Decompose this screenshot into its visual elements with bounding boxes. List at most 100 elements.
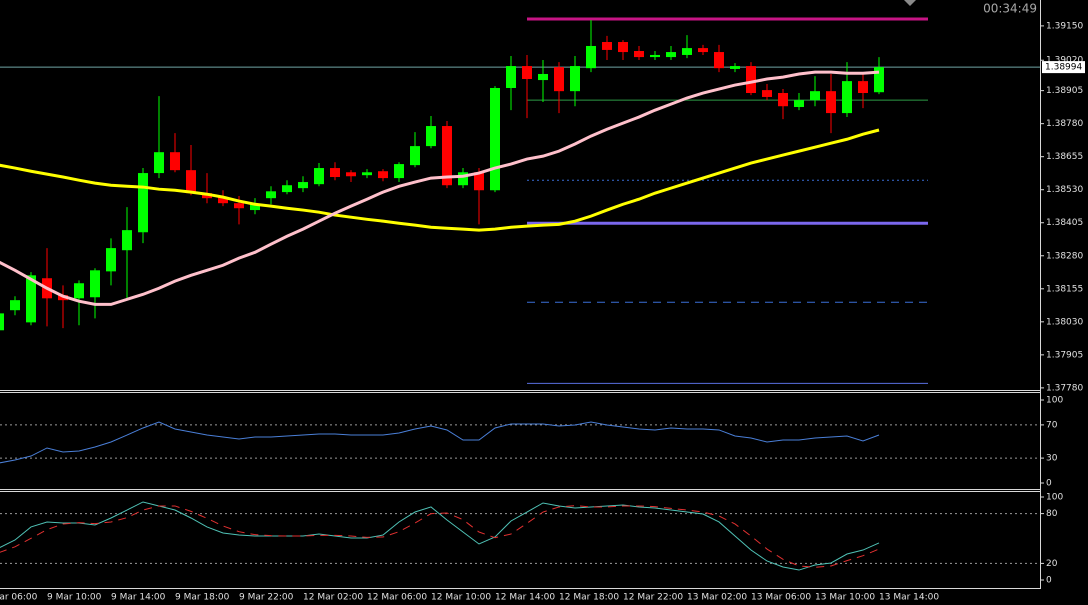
candle-body bbox=[874, 67, 884, 93]
candle-body bbox=[730, 66, 740, 69]
candle-body bbox=[218, 197, 228, 204]
candle-body bbox=[26, 275, 36, 323]
candle-body bbox=[490, 87, 500, 191]
candle-body bbox=[762, 90, 772, 97]
candle-body bbox=[186, 170, 196, 194]
candle-body bbox=[250, 204, 260, 211]
x-tick-label: 12 Mar 18:00 bbox=[559, 593, 619, 603]
candle-body bbox=[170, 152, 180, 171]
candle-body bbox=[282, 185, 292, 193]
candle-body bbox=[138, 173, 148, 233]
candle-body bbox=[330, 168, 340, 178]
bid-label-box bbox=[1042, 61, 1085, 74]
candle-body bbox=[714, 52, 724, 69]
candle-body bbox=[842, 81, 852, 114]
y-tick-label: 1.38655 bbox=[1046, 152, 1083, 162]
y-tick-label: 1.39150 bbox=[1046, 21, 1083, 31]
candle-body bbox=[602, 42, 612, 50]
x-tick-label: 9 Mar 18:00 bbox=[175, 593, 230, 603]
candle-body bbox=[634, 50, 644, 58]
candle-body bbox=[586, 45, 596, 69]
y-tick-label: 0 bbox=[1046, 479, 1052, 489]
candle-body bbox=[778, 93, 788, 107]
y-tick-label: 1.37905 bbox=[1046, 350, 1083, 360]
bid-label: 1.38994 bbox=[1045, 63, 1082, 73]
candle-body bbox=[394, 164, 404, 179]
candle-body bbox=[650, 54, 660, 58]
x-tick-label: 9 Mar 10:00 bbox=[47, 593, 102, 603]
x-tick-label: 12 Mar 22:00 bbox=[623, 593, 683, 603]
candle-body bbox=[234, 203, 244, 209]
x-tick-label: 9 Mar 22:00 bbox=[239, 593, 294, 603]
candle-body bbox=[858, 81, 868, 94]
candle-body bbox=[122, 230, 132, 251]
indicator-line bbox=[0, 421, 880, 464]
x-tick-label: 12 Mar 10:00 bbox=[431, 593, 491, 603]
frame bbox=[0, 0, 1041, 589]
x-tick-label: 13 Mar 06:00 bbox=[751, 593, 811, 603]
candle-body bbox=[538, 73, 548, 81]
y-tick-label: 1.38780 bbox=[1046, 119, 1083, 129]
candle-body bbox=[74, 283, 84, 299]
x-tick-label: 12 Mar 02:00 bbox=[303, 593, 363, 603]
y-tick-label: 1.38905 bbox=[1046, 86, 1083, 96]
y-tick-label: 1.37780 bbox=[1046, 383, 1083, 393]
x-tick-label: 9 Mar 06:00 bbox=[0, 593, 38, 603]
candle-body bbox=[794, 100, 804, 108]
candle-body bbox=[698, 48, 708, 53]
x-tick-label: 12 Mar 06:00 bbox=[367, 593, 427, 603]
y-tick-label: 20 bbox=[1046, 559, 1058, 569]
candle-body bbox=[810, 91, 820, 101]
candle-body bbox=[682, 48, 692, 55]
candle-body bbox=[826, 91, 836, 114]
indicator-line bbox=[0, 501, 880, 571]
x-tick-label: 13 Mar 14:00 bbox=[879, 593, 939, 603]
candle-body bbox=[0, 313, 4, 331]
candle-body bbox=[154, 152, 164, 174]
candle-body bbox=[106, 248, 116, 272]
y-tick-label: 1.38030 bbox=[1046, 317, 1083, 327]
candle-body bbox=[266, 191, 276, 199]
candle-body bbox=[314, 168, 324, 185]
candle-timer: 00:34:49 bbox=[983, 2, 1037, 16]
candle-body bbox=[362, 172, 372, 176]
y-tick-label: 0 bbox=[1046, 576, 1052, 586]
candle-body bbox=[346, 172, 356, 177]
candle-body bbox=[442, 126, 452, 186]
x-tick-label: 13 Mar 10:00 bbox=[815, 593, 875, 603]
indicator-line bbox=[0, 505, 880, 568]
y-tick-label: 1.38530 bbox=[1046, 185, 1083, 195]
candle-body bbox=[554, 67, 564, 92]
candle-body bbox=[522, 66, 532, 80]
candle-body bbox=[426, 126, 436, 147]
candle-body bbox=[458, 172, 468, 186]
shift-marker bbox=[904, 0, 916, 6]
candle-body bbox=[506, 66, 516, 88]
y-tick-label: 80 bbox=[1046, 509, 1058, 519]
indicator-line bbox=[0, 70, 880, 306]
candle-body bbox=[618, 42, 628, 53]
candle-body bbox=[410, 146, 420, 166]
y-tick-label: 1.38155 bbox=[1046, 284, 1083, 294]
y-tick-label: 30 bbox=[1046, 454, 1058, 464]
y-tick-label: 100 bbox=[1046, 493, 1063, 503]
indicator-line bbox=[0, 128, 880, 232]
candle-body bbox=[746, 66, 756, 94]
candle-body bbox=[298, 182, 308, 189]
y-tick-label: 1.38280 bbox=[1046, 251, 1083, 261]
y-tick-label: 70 bbox=[1046, 420, 1058, 430]
x-tick-label: 13 Mar 02:00 bbox=[687, 593, 747, 603]
y-tick-label: 1.38405 bbox=[1046, 218, 1083, 228]
candle-body bbox=[666, 52, 676, 58]
candle-body bbox=[90, 270, 100, 298]
candle-body bbox=[378, 171, 388, 179]
candle-body bbox=[570, 66, 580, 92]
x-tick-label: 12 Mar 14:00 bbox=[495, 593, 555, 603]
candle-body bbox=[474, 172, 484, 191]
y-tick-label: 1.39020 bbox=[1046, 56, 1083, 66]
candle-body bbox=[10, 300, 20, 311]
x-tick-label: 9 Mar 14:00 bbox=[111, 593, 166, 603]
y-tick-label: 100 bbox=[1046, 396, 1063, 406]
